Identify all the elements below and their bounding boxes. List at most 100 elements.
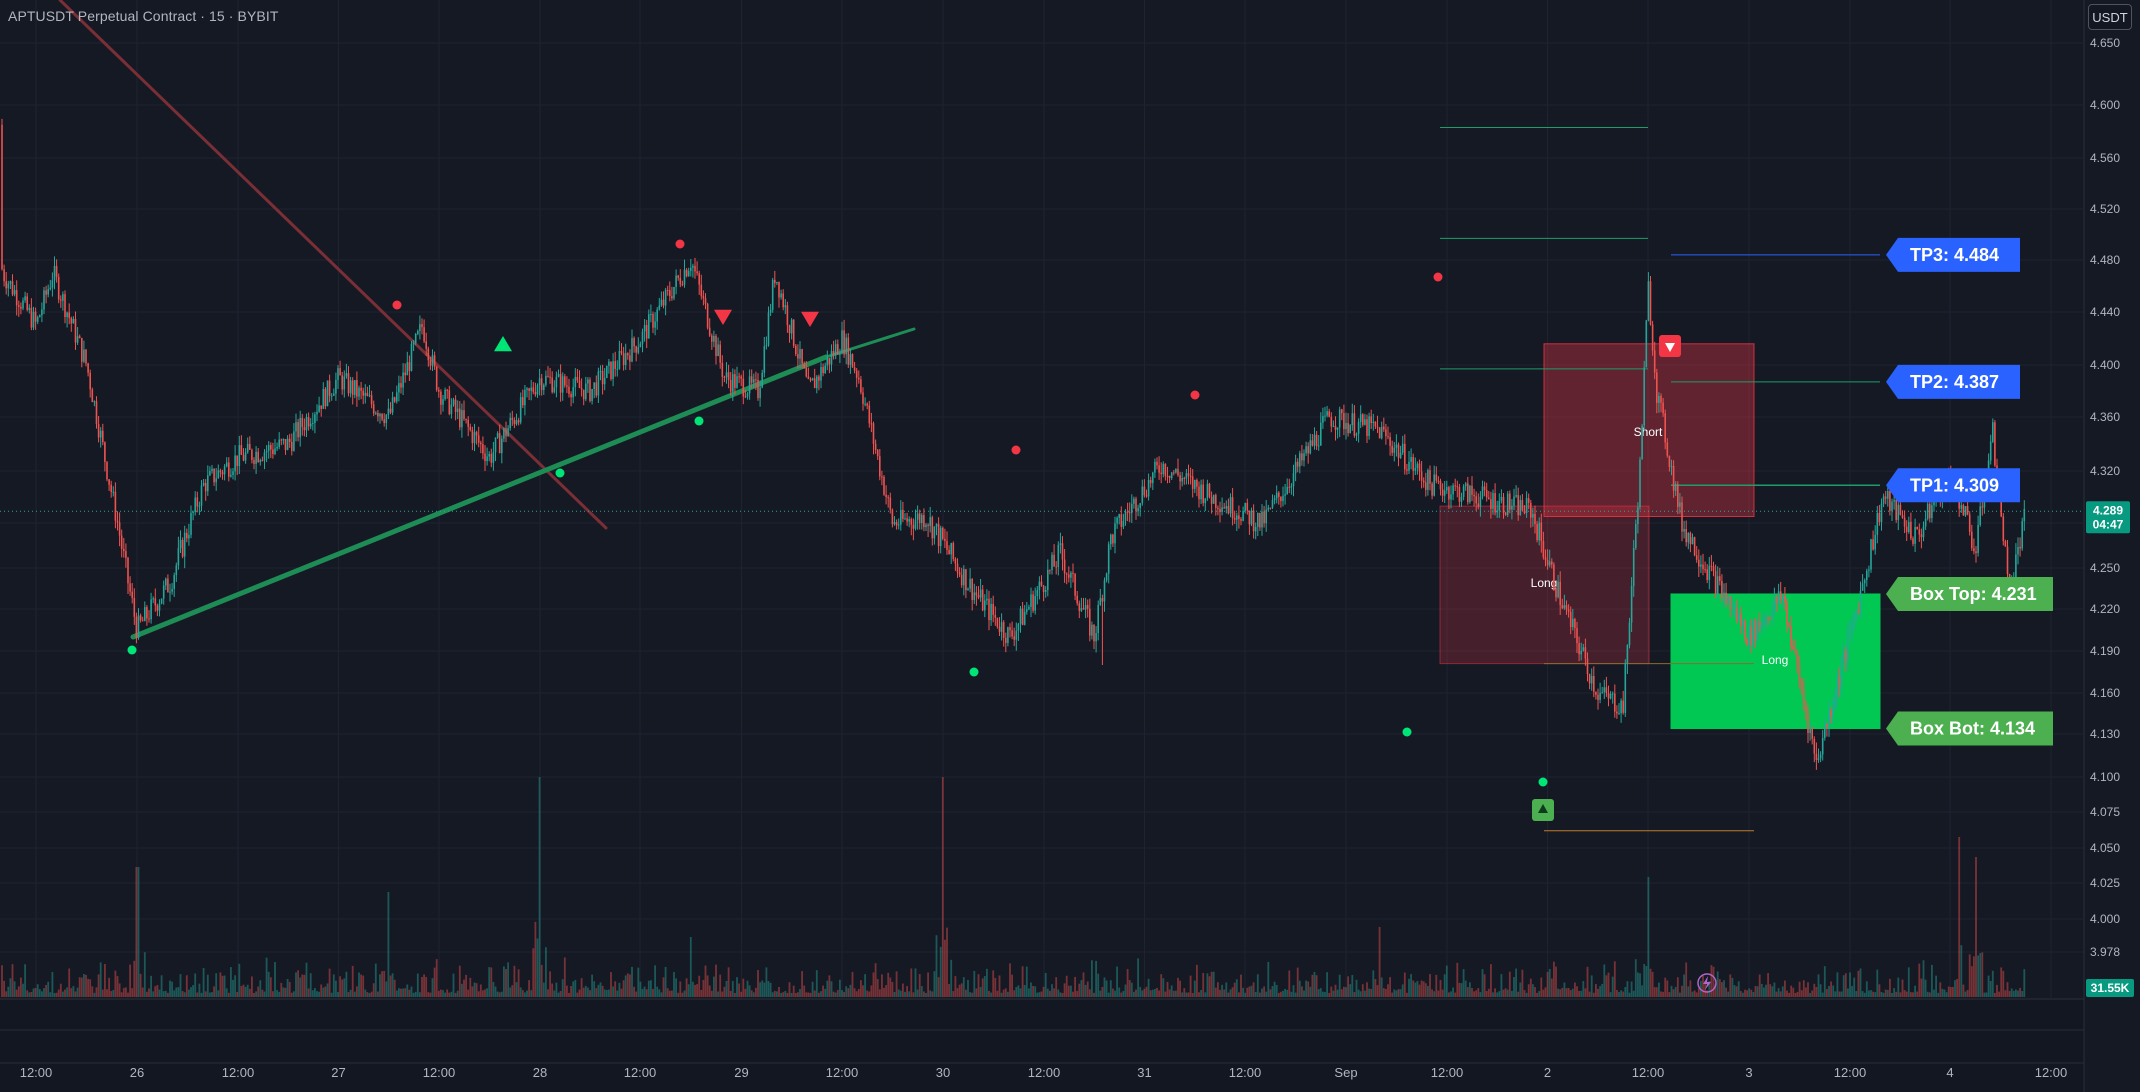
volume-bar bbox=[1668, 992, 1671, 997]
candle bbox=[1513, 488, 1515, 511]
volume-bar bbox=[295, 972, 297, 997]
candle bbox=[1406, 463, 1408, 475]
volume-bar bbox=[731, 981, 734, 997]
target-label[interactable]: TP1: 4.309 bbox=[1886, 468, 2020, 503]
volume-bar bbox=[1998, 991, 2000, 997]
volume-bar bbox=[1265, 991, 1268, 997]
volume-bar bbox=[1103, 977, 1106, 997]
volume-bar bbox=[1817, 974, 1820, 997]
candle bbox=[1859, 581, 1862, 620]
candle bbox=[1821, 730, 1824, 761]
volume-bar bbox=[412, 992, 415, 997]
volume-bar bbox=[643, 986, 646, 997]
target-label[interactable]: TP3: 4.484 bbox=[1886, 237, 2020, 272]
volume-bar bbox=[801, 971, 803, 997]
candle bbox=[585, 376, 587, 402]
candle bbox=[1128, 502, 1131, 523]
candle bbox=[15, 280, 18, 316]
candle bbox=[1861, 574, 1864, 591]
candle bbox=[858, 370, 860, 384]
candle bbox=[1374, 421, 1377, 430]
volume-bar bbox=[345, 971, 348, 997]
volume-bar bbox=[992, 970, 995, 997]
down-trendline[interactable] bbox=[58, 0, 608, 530]
volume-bar bbox=[1823, 966, 1826, 997]
volume-bar bbox=[948, 984, 950, 997]
volume-bar bbox=[1009, 963, 1011, 997]
up-trendline-extension[interactable] bbox=[824, 327, 916, 359]
candle bbox=[1473, 488, 1475, 507]
volume-bar bbox=[1729, 974, 1732, 997]
volume-bar bbox=[1664, 977, 1667, 997]
candle bbox=[1034, 587, 1036, 615]
candle bbox=[70, 316, 73, 332]
volume-bar bbox=[1576, 986, 1578, 997]
axes[interactable]: 4.6504.6004.5604.5204.4804.4404.4004.360… bbox=[20, 36, 2134, 1080]
volume-bar bbox=[996, 990, 999, 997]
candle bbox=[343, 370, 346, 398]
candle bbox=[114, 482, 117, 529]
candle bbox=[1798, 655, 1801, 689]
lightning-icon[interactable] bbox=[1697, 973, 1717, 993]
volume-bar bbox=[303, 974, 306, 997]
volume-bar bbox=[1290, 991, 1293, 997]
candle bbox=[1042, 584, 1045, 602]
volume-bar bbox=[1935, 975, 1937, 997]
candle bbox=[263, 449, 266, 470]
candle bbox=[410, 341, 413, 372]
volume-bar bbox=[1905, 991, 1908, 997]
candle bbox=[1005, 632, 1007, 653]
volume-bar bbox=[1055, 977, 1058, 997]
volume-bar bbox=[1895, 991, 1898, 997]
volume-bar bbox=[1322, 991, 1324, 997]
up-trendline[interactable] bbox=[130, 354, 829, 640]
candle bbox=[1292, 464, 1295, 497]
currency-unit-button[interactable]: USDT bbox=[2088, 4, 2132, 30]
volume-bar bbox=[1345, 987, 1347, 997]
candle bbox=[1194, 479, 1196, 494]
candle bbox=[1590, 668, 1593, 691]
candle bbox=[669, 281, 671, 302]
candle bbox=[784, 299, 787, 315]
volume-bar bbox=[1118, 987, 1121, 997]
volume-bar bbox=[1469, 982, 1471, 997]
candle bbox=[834, 339, 837, 360]
candle bbox=[1410, 448, 1412, 470]
volume-bar bbox=[1769, 984, 1772, 997]
target-labels[interactable]: TP3: 4.484 TP2: 4.387 TP1: 4.309 Box Top: 4… bbox=[1886, 237, 2053, 746]
volume-bar bbox=[1023, 984, 1026, 997]
volume-bar bbox=[1805, 987, 1807, 997]
candle bbox=[1446, 480, 1448, 494]
volume-bar bbox=[217, 990, 220, 997]
candle bbox=[1059, 532, 1062, 554]
volume-bar bbox=[423, 974, 425, 997]
volume-bar bbox=[967, 979, 969, 997]
candle bbox=[435, 365, 438, 392]
volume-bar bbox=[1172, 990, 1175, 997]
volume-bar bbox=[83, 974, 85, 997]
candle bbox=[282, 438, 285, 445]
volume-bar bbox=[122, 987, 125, 997]
volume-bar bbox=[1553, 961, 1555, 997]
candle bbox=[1189, 467, 1192, 485]
volume-bar bbox=[473, 982, 476, 997]
candle bbox=[1681, 496, 1683, 542]
volume-bar bbox=[1175, 990, 1177, 997]
target-label[interactable]: TP2: 4.387 bbox=[1886, 364, 2020, 399]
volume-bar bbox=[1263, 986, 1265, 997]
candle bbox=[956, 558, 959, 578]
candle bbox=[648, 309, 650, 339]
candle bbox=[1580, 642, 1582, 661]
candle bbox=[553, 380, 556, 394]
target-label[interactable]: Box Top: 4.231 bbox=[1886, 576, 2053, 611]
volume-bar bbox=[1084, 984, 1087, 997]
volume-bar bbox=[1099, 990, 1102, 997]
target-label[interactable]: Box Bot: 4.134 bbox=[1886, 711, 2053, 746]
volume-bar bbox=[599, 982, 602, 997]
volume-bar bbox=[1382, 988, 1385, 997]
volume-bar bbox=[1332, 990, 1335, 997]
volume-bar bbox=[612, 986, 614, 997]
